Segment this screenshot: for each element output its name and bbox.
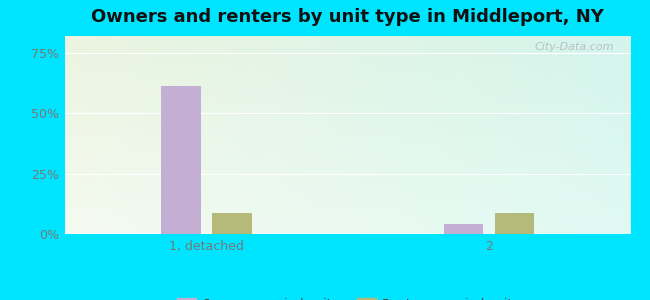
Title: Owners and renters by unit type in Middleport, NY: Owners and renters by unit type in Middl…	[91, 8, 604, 26]
Bar	[161, 85, 201, 234]
Bar	[212, 214, 252, 234]
Legend: Owner occupied units, Renter occupied units: Owner occupied units, Renter occupied un…	[177, 298, 519, 300]
Bar	[444, 224, 484, 234]
Bar	[495, 214, 534, 234]
Text: City-Data.com: City-Data.com	[534, 42, 614, 52]
